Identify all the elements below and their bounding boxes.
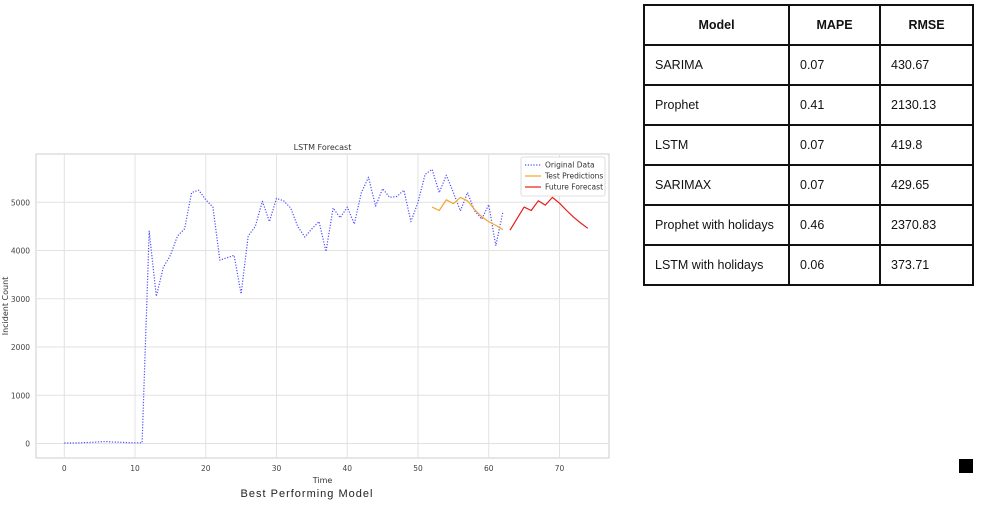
y-tick-label: 0 bbox=[25, 440, 30, 449]
cell-rmse: 430.67 bbox=[879, 44, 974, 86]
x-tick-label: 70 bbox=[555, 464, 565, 473]
metrics-table: Model MAPE RMSE SARIMA 0.07 430.67 Proph… bbox=[643, 4, 974, 286]
y-tick-label: 3000 bbox=[11, 295, 30, 304]
cell-model: LSTM bbox=[643, 124, 790, 166]
chart-caption: Best Performing Model bbox=[240, 488, 374, 500]
decorative-square bbox=[959, 459, 973, 473]
y-axis-label: Incident Count bbox=[1, 277, 10, 336]
y-tick-label: 1000 bbox=[11, 391, 30, 400]
chart-svg: 0 10 20 30 40 50 60 70 0 1000 2000 3000 4000 5000 LSTM… bbox=[1, 143, 610, 485]
cell-mape: 0.07 bbox=[788, 164, 881, 206]
x-axis-label: Time bbox=[312, 476, 333, 485]
x-tick-label: 0 bbox=[62, 464, 67, 473]
legend-box bbox=[520, 156, 606, 197]
series-line-original-data bbox=[64, 168, 504, 444]
cell-mape: 0.06 bbox=[788, 244, 881, 286]
y-tick-label: 2000 bbox=[11, 343, 30, 352]
x-tick-label: 50 bbox=[413, 464, 423, 473]
y-tick-label: 4000 bbox=[11, 247, 30, 256]
cell-model: SARIMA bbox=[643, 44, 790, 86]
legend-label: Test Predictions bbox=[544, 172, 603, 181]
header-mape: MAPE bbox=[788, 4, 881, 46]
cell-rmse: 2130.13 bbox=[879, 84, 974, 126]
table-row: SARIMA 0.07 430.67 bbox=[643, 44, 974, 86]
lstm-forecast-chart: 0 10 20 30 40 50 60 70 0 1000 2000 3000 4000 5000 LSTM… bbox=[0, 140, 620, 485]
header-rmse: RMSE bbox=[879, 4, 974, 46]
cell-mape: 0.07 bbox=[788, 124, 881, 166]
legend-label: Future Forecast bbox=[545, 183, 603, 192]
x-tick-label: 30 bbox=[272, 464, 282, 473]
table-row: SARIMAX 0.07 429.65 bbox=[643, 164, 974, 206]
table-row: LSTM with holidays 0.06 373.71 bbox=[643, 244, 974, 286]
series-line-test-predictions bbox=[431, 196, 504, 231]
table-row: Prophet 0.41 2130.13 bbox=[643, 84, 974, 126]
cell-mape: 0.41 bbox=[788, 84, 881, 126]
table-row: Prophet with holidays 0.46 2370.83 bbox=[643, 204, 974, 246]
cell-rmse: 419.8 bbox=[879, 124, 974, 166]
cell-model: SARIMAX bbox=[643, 164, 790, 206]
y-tick-label: 5000 bbox=[11, 198, 30, 207]
plot-frame bbox=[35, 153, 610, 459]
cell-mape: 0.46 bbox=[788, 204, 881, 246]
x-tick-label: 10 bbox=[130, 464, 140, 473]
cell-model: Prophet bbox=[643, 84, 790, 126]
cell-model: Prophet with holidays bbox=[643, 204, 790, 246]
table-row: LSTM 0.07 419.8 bbox=[643, 124, 974, 166]
legend-label: Original Data bbox=[545, 161, 595, 170]
x-tick-label: 20 bbox=[201, 464, 211, 473]
header-model: Model bbox=[643, 4, 790, 46]
cell-model: LSTM with holidays bbox=[643, 244, 790, 286]
cell-mape: 0.07 bbox=[788, 44, 881, 86]
series-line-future-forecast bbox=[509, 196, 589, 231]
cell-rmse: 2370.83 bbox=[879, 204, 974, 246]
table-header-row: Model MAPE RMSE bbox=[643, 4, 974, 46]
chart-title: LSTM Forecast bbox=[294, 143, 352, 152]
x-tick-label: 40 bbox=[342, 464, 352, 473]
cell-rmse: 373.71 bbox=[879, 244, 974, 286]
cell-rmse: 429.65 bbox=[879, 164, 974, 206]
x-tick-label: 60 bbox=[484, 464, 494, 473]
